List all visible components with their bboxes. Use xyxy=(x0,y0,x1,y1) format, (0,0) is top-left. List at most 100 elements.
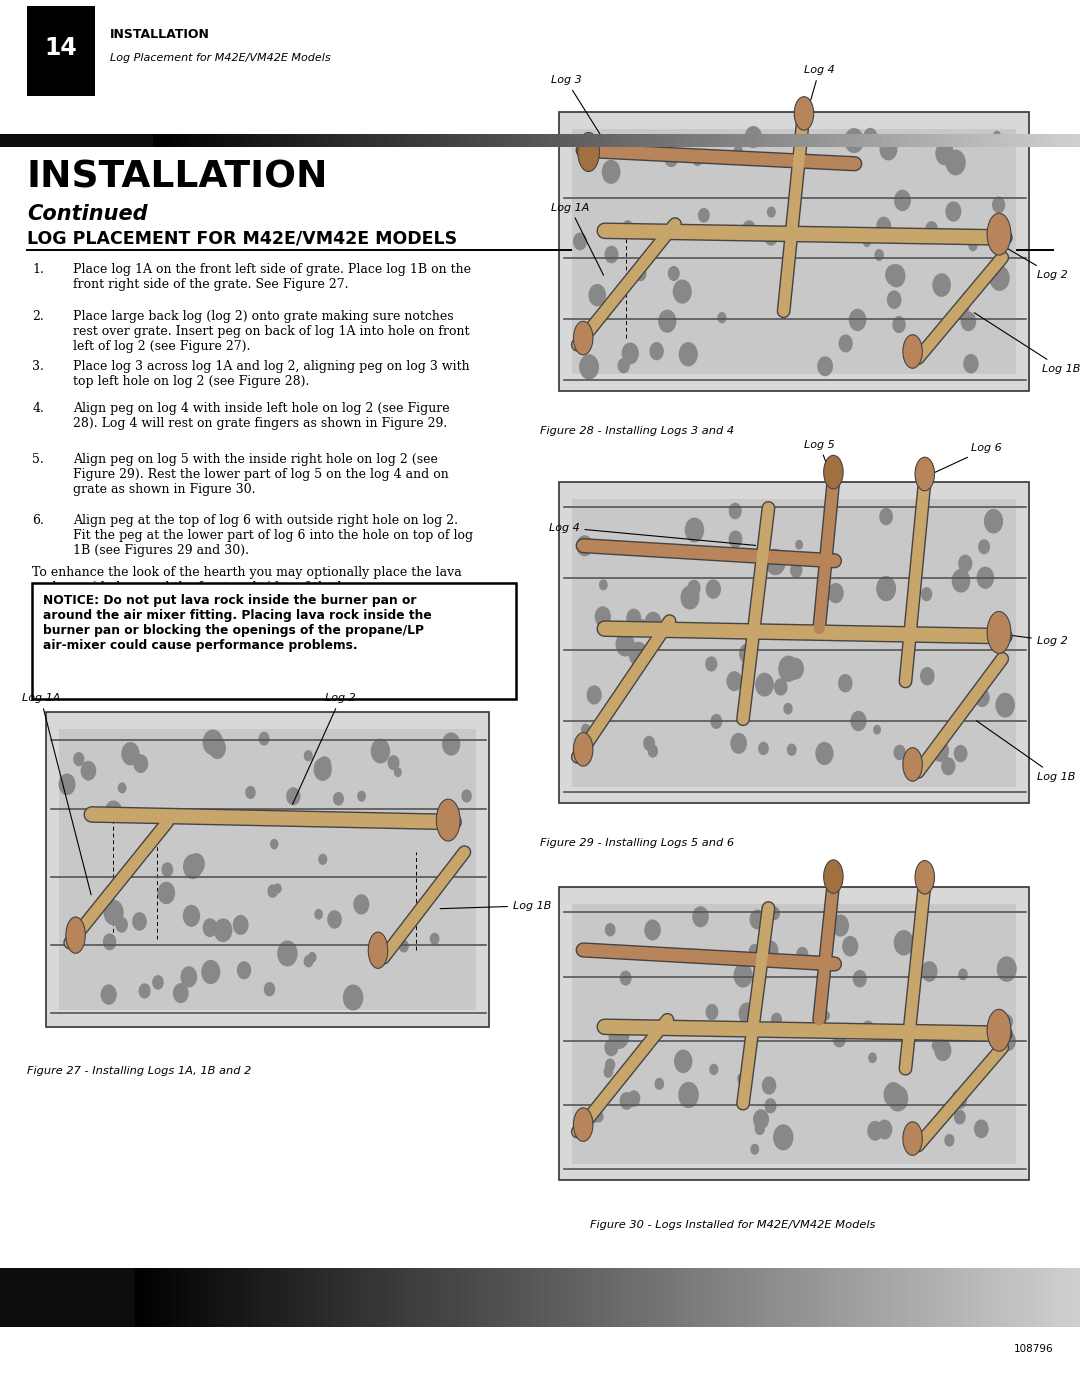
Bar xyxy=(243,1268,253,1327)
Circle shape xyxy=(622,344,638,363)
Bar xyxy=(1053,134,1063,147)
Ellipse shape xyxy=(903,335,922,369)
Circle shape xyxy=(394,768,401,777)
Bar xyxy=(126,134,136,147)
Bar xyxy=(828,1268,838,1327)
Bar xyxy=(1017,134,1027,147)
Circle shape xyxy=(877,1120,892,1139)
Circle shape xyxy=(102,985,116,1004)
Bar xyxy=(432,134,442,147)
Bar xyxy=(693,134,703,147)
Text: INSTALLATION: INSTALLATION xyxy=(110,28,210,41)
Bar xyxy=(819,134,829,147)
Bar xyxy=(81,134,91,147)
Ellipse shape xyxy=(578,133,599,172)
Ellipse shape xyxy=(573,1108,593,1141)
Circle shape xyxy=(740,644,754,664)
Circle shape xyxy=(766,549,785,574)
Circle shape xyxy=(606,923,615,936)
Text: Log 1B: Log 1B xyxy=(974,313,1080,373)
Circle shape xyxy=(627,609,640,627)
Circle shape xyxy=(315,909,322,919)
Circle shape xyxy=(762,1077,775,1094)
Bar xyxy=(54,134,64,147)
Circle shape xyxy=(274,884,281,893)
Circle shape xyxy=(774,679,787,694)
Circle shape xyxy=(674,281,691,303)
Circle shape xyxy=(833,915,849,936)
Circle shape xyxy=(850,310,866,330)
Bar xyxy=(162,1268,172,1327)
Circle shape xyxy=(864,129,877,145)
Circle shape xyxy=(650,138,662,154)
Bar xyxy=(963,134,973,147)
Circle shape xyxy=(997,957,1016,981)
Circle shape xyxy=(994,131,1000,140)
Ellipse shape xyxy=(915,861,934,894)
Circle shape xyxy=(935,1039,950,1060)
Circle shape xyxy=(955,1111,966,1123)
FancyBboxPatch shape xyxy=(572,129,1016,374)
Circle shape xyxy=(357,791,365,800)
Circle shape xyxy=(868,1053,876,1063)
Bar xyxy=(171,134,181,147)
Bar xyxy=(1017,1268,1027,1327)
Circle shape xyxy=(139,983,150,997)
Bar xyxy=(369,1268,379,1327)
Circle shape xyxy=(595,606,610,626)
Bar xyxy=(396,134,406,147)
Circle shape xyxy=(678,225,688,237)
Circle shape xyxy=(305,956,313,967)
Bar xyxy=(918,1268,928,1327)
Bar xyxy=(63,134,73,147)
Bar xyxy=(198,134,208,147)
Bar xyxy=(648,134,658,147)
Circle shape xyxy=(343,985,363,1010)
Bar xyxy=(747,1268,757,1327)
Bar xyxy=(171,1268,181,1327)
Bar xyxy=(549,134,559,147)
Circle shape xyxy=(894,930,913,954)
Bar xyxy=(153,134,163,147)
Bar xyxy=(684,134,694,147)
Bar xyxy=(927,1268,937,1327)
Bar xyxy=(702,134,712,147)
Circle shape xyxy=(638,620,647,631)
Ellipse shape xyxy=(824,859,843,894)
Bar xyxy=(225,1268,235,1327)
Text: Log 2: Log 2 xyxy=(293,693,355,805)
Circle shape xyxy=(946,203,961,221)
Bar xyxy=(576,1268,586,1327)
Circle shape xyxy=(623,221,632,232)
Circle shape xyxy=(319,855,326,865)
Text: Place log 3 across log 1A and log 2, aligning peg on log 3 with
top left hole on: Place log 3 across log 1A and log 2, ali… xyxy=(73,360,470,388)
Text: Log 1B: Log 1B xyxy=(441,901,552,911)
Circle shape xyxy=(644,736,654,750)
Circle shape xyxy=(184,855,202,879)
Text: 1.: 1. xyxy=(32,263,44,275)
Circle shape xyxy=(727,672,742,690)
Circle shape xyxy=(599,580,607,590)
Circle shape xyxy=(853,971,866,986)
Circle shape xyxy=(605,1039,618,1056)
Bar xyxy=(216,134,226,147)
Circle shape xyxy=(932,740,948,761)
Bar xyxy=(459,1268,469,1327)
Bar xyxy=(108,134,118,147)
Circle shape xyxy=(595,1112,603,1122)
Text: Log 4: Log 4 xyxy=(804,66,835,120)
Bar xyxy=(630,134,640,147)
Text: 14: 14 xyxy=(44,36,77,60)
Circle shape xyxy=(122,743,139,764)
Bar xyxy=(504,1268,514,1327)
Circle shape xyxy=(996,693,1014,717)
Bar xyxy=(747,134,757,147)
Bar xyxy=(990,134,1000,147)
Circle shape xyxy=(603,161,620,183)
Bar xyxy=(405,1268,415,1327)
Bar xyxy=(423,1268,433,1327)
Bar xyxy=(648,1268,658,1327)
Circle shape xyxy=(851,711,866,731)
Circle shape xyxy=(648,745,658,757)
Text: 4.: 4. xyxy=(32,402,44,415)
